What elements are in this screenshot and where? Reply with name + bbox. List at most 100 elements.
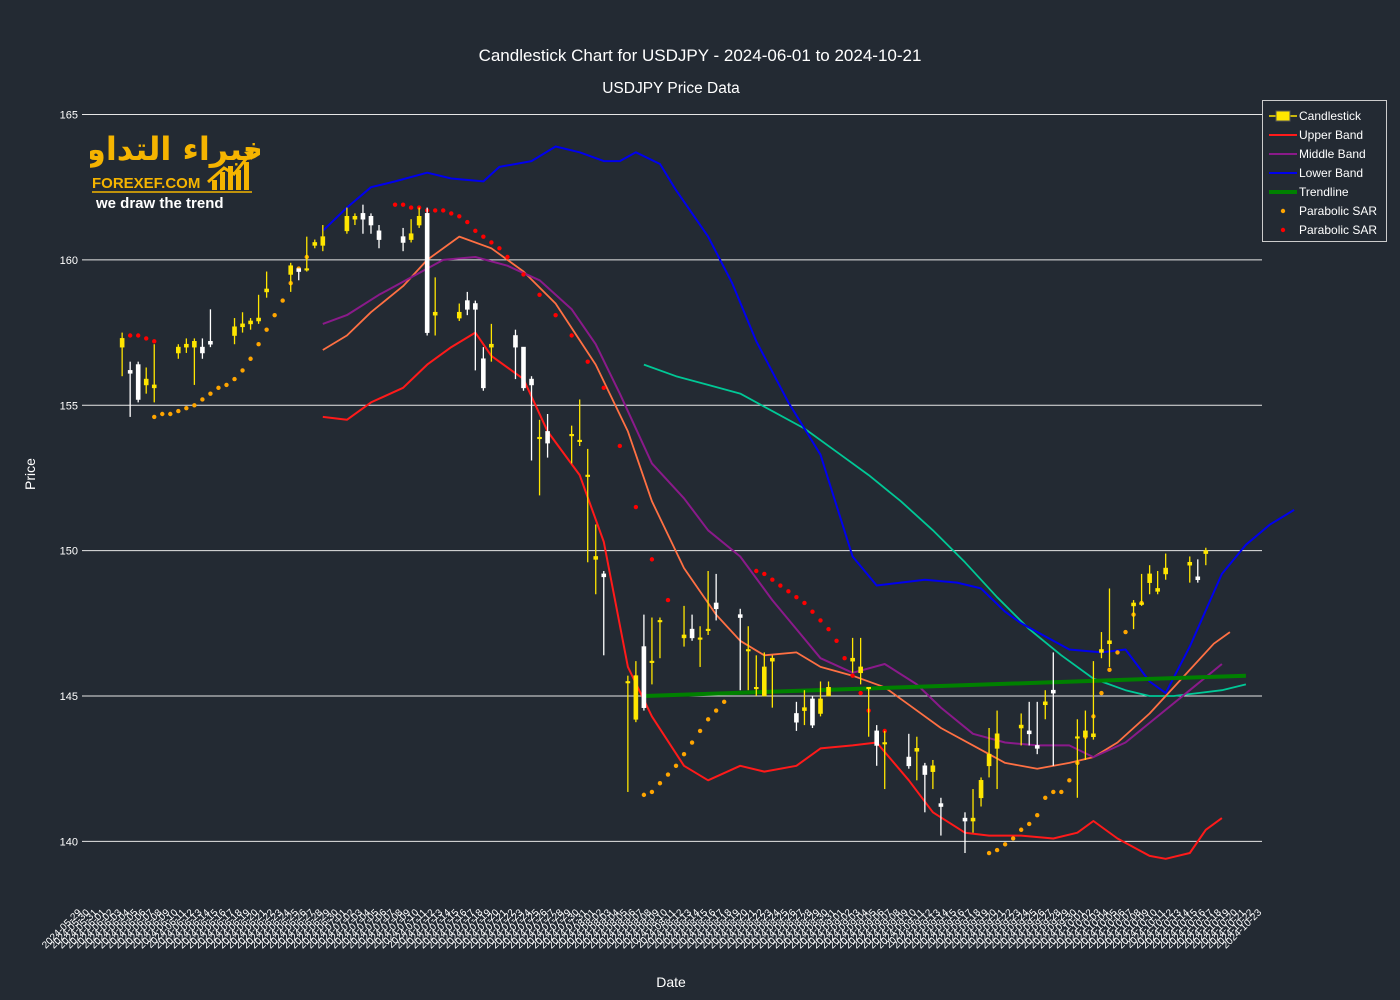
sar-bear-dot — [392, 202, 398, 207]
sar-bull-dot — [224, 382, 229, 388]
candle — [232, 318, 237, 345]
candle-body — [753, 686, 759, 690]
logo-bar-4 — [236, 170, 241, 190]
legend-item[interactable]: Parabolic SAR — [1267, 220, 1377, 239]
legend-item[interactable]: Lower Band — [1267, 163, 1363, 182]
candle — [745, 626, 751, 691]
candle-body — [400, 236, 406, 243]
sar-bull-dot — [657, 781, 663, 786]
legend-swatch — [1280, 208, 1286, 213]
candle-body — [1050, 689, 1056, 694]
sar-bear-dot — [834, 638, 839, 643]
candle-body — [625, 681, 631, 684]
candle-body — [938, 803, 944, 807]
candle-body — [858, 666, 863, 674]
candle — [770, 655, 775, 708]
candle-body — [264, 288, 269, 293]
logo-arrow-head — [244, 150, 254, 160]
candle — [304, 236, 310, 272]
sar-bear-dot — [826, 626, 831, 632]
sar-bear-dot — [842, 656, 847, 661]
candle-body — [986, 753, 992, 767]
forexef-logo: خبراء التداول FOREXEF.COM we draw the tr… — [58, 110, 266, 212]
candle-body — [200, 346, 205, 354]
legend-item[interactable]: Upper Band — [1267, 125, 1363, 144]
candle — [922, 762, 928, 813]
sar-bull-dot — [713, 708, 719, 713]
candle — [794, 701, 799, 731]
sar-bull-dot — [1035, 813, 1040, 818]
legend-item[interactable]: Middle Band — [1267, 144, 1366, 163]
sar-bull-dot — [160, 411, 165, 417]
sar-bear-dot — [810, 609, 815, 614]
candle-body — [456, 311, 462, 319]
candle-body — [970, 817, 976, 822]
legend-item[interactable]: Parabolic SAR — [1267, 201, 1377, 220]
candle — [240, 312, 245, 333]
candle-body — [240, 323, 245, 328]
sar-bull-dot — [689, 740, 695, 745]
candle-body — [127, 370, 133, 374]
legend-swatch — [1269, 152, 1297, 155]
candle — [1075, 719, 1080, 798]
candle-body — [1195, 576, 1201, 581]
sar-bull-dot — [1018, 827, 1024, 832]
upper-band-line — [322, 331, 1223, 860]
candle — [127, 361, 133, 417]
candle — [1163, 553, 1168, 580]
candle — [649, 617, 655, 685]
teal-moving-average-line — [643, 363, 1247, 697]
sar-bear-dot — [481, 234, 486, 239]
legend-label: Lower Band — [1299, 165, 1364, 180]
candle — [577, 399, 582, 446]
legend-label: Candlestick — [1299, 108, 1362, 123]
y-tick-labels: 140 145 150 155 160 165 — [60, 110, 78, 849]
candle-body — [1147, 573, 1152, 583]
sar-bull-dot — [721, 699, 727, 705]
candle-body — [1034, 745, 1040, 749]
candle — [633, 661, 639, 723]
candle-body — [978, 780, 984, 799]
candle — [994, 710, 1000, 790]
candle-body — [529, 378, 534, 386]
legend-item[interactable]: Trendline — [1267, 182, 1349, 201]
candle-body — [320, 236, 326, 246]
candle-body — [850, 657, 855, 662]
candle — [1026, 701, 1032, 746]
candle-body — [288, 265, 294, 275]
candle — [681, 605, 687, 647]
candle-body — [143, 378, 149, 386]
candle-body — [906, 756, 912, 767]
candle-body — [826, 686, 831, 697]
legend-swatch — [1269, 171, 1297, 174]
candle — [1155, 571, 1160, 595]
candle-body — [818, 698, 823, 714]
candle-body — [192, 341, 197, 348]
sar-bear-dot — [770, 577, 775, 582]
candle — [1107, 588, 1112, 667]
candle-body — [248, 320, 253, 325]
candle — [135, 361, 141, 403]
candle — [1083, 710, 1088, 760]
candle — [810, 696, 815, 728]
candle-body — [762, 666, 767, 697]
candle — [256, 294, 261, 324]
sar-bear-dot — [553, 312, 558, 318]
sar-bear-dot — [762, 571, 767, 577]
candle — [176, 344, 181, 359]
sar-bull-dot — [681, 751, 687, 757]
x-tick-labels: 2024-05-292024-05-302024-05-312024-06-01… — [40, 907, 1264, 951]
candle — [424, 207, 430, 336]
candle-body — [1091, 733, 1096, 738]
candle — [1018, 713, 1024, 746]
sar-bull-dot — [240, 368, 245, 373]
legend-item[interactable]: Candlestick — [1267, 106, 1361, 125]
candles — [119, 204, 1209, 854]
candle — [705, 571, 711, 635]
candle — [465, 291, 470, 316]
y-tick-label: 165 — [60, 110, 78, 122]
candle-body — [770, 657, 775, 662]
candle-body — [151, 384, 157, 389]
candle-body — [1187, 561, 1193, 566]
candle-body — [1107, 640, 1112, 644]
